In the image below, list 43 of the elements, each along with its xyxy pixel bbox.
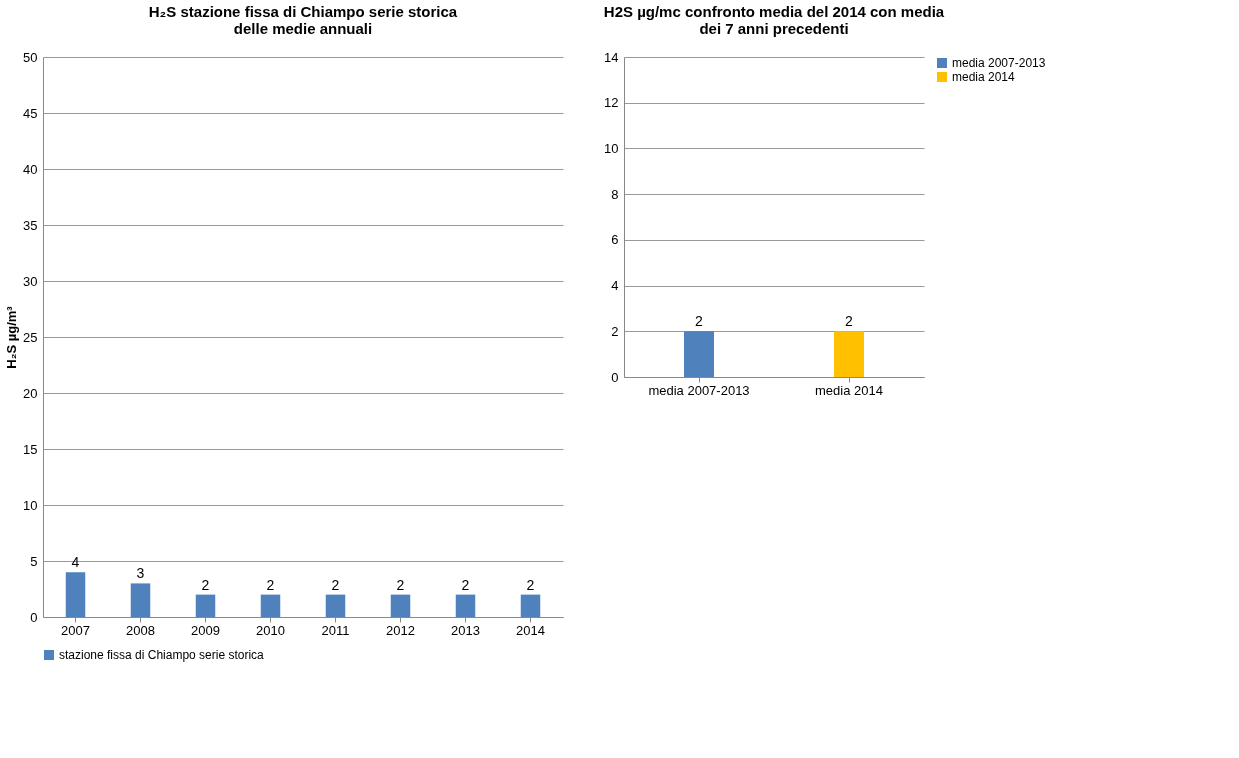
x-tick-label: 2010 — [256, 622, 285, 638]
y-tick-label: 0 — [30, 609, 38, 625]
x-tick-label: 2013 — [451, 622, 480, 638]
chart-title: H₂S stazione fissa di Chiampo serie storica delle medie annuali — [148, 3, 458, 37]
x-tick-label: 2007 — [61, 622, 90, 638]
data-label: 2 — [461, 576, 470, 593]
y-tick-label: 12 — [604, 95, 619, 111]
y-tick-label: 30 — [23, 273, 38, 289]
data-label: 4 — [71, 554, 80, 571]
y-tick-label: 40 — [23, 161, 38, 177]
y-tick-label: 35 — [23, 217, 38, 233]
legend-label: stazione fissa di Chiampo serie storica — [59, 648, 265, 662]
x-tick-label: 2011 — [321, 622, 350, 638]
y-tick-label: 2 — [611, 323, 619, 339]
data-label: 2 — [695, 313, 704, 330]
y-tick-label: 6 — [611, 232, 619, 248]
y-tick-label: 8 — [611, 186, 619, 202]
y-tick-label: 4 — [611, 278, 619, 294]
data-label: 2 — [526, 576, 535, 593]
y-tick-label: 50 — [23, 49, 38, 65]
y-tick-label: 14 — [604, 49, 619, 65]
x-tick-label: 2012 — [386, 622, 415, 638]
chart-title: H2S µg/mc confronto media del 2014 con media dei 7 anni precedenti — [603, 3, 945, 37]
y-tick-label: 20 — [23, 385, 38, 401]
data-label: 2 — [201, 576, 210, 593]
y-tick-label: 5 — [30, 553, 38, 569]
y-tick-label: 10 — [604, 140, 619, 156]
y-axis-title: H₂S µg/m³ — [4, 305, 20, 369]
y-tick-label: 45 — [23, 105, 38, 121]
x-tick-label: 2009 — [191, 622, 220, 638]
data-label: 2 — [396, 576, 405, 593]
data-label: 2 — [331, 576, 340, 593]
x-tick-label: 2014 — [516, 622, 545, 638]
y-tick-label: 25 — [23, 329, 38, 345]
y-tick-label: 15 — [23, 441, 38, 457]
x-tick-label: 2008 — [126, 622, 155, 638]
data-label: 3 — [136, 565, 145, 582]
legend-label: media 2014 — [952, 70, 1016, 84]
y-tick-label: 10 — [23, 497, 38, 513]
data-label: 2 — [845, 313, 854, 330]
legend-label: media 2007-2013 — [952, 56, 1046, 70]
y-tick-label: 0 — [611, 369, 619, 385]
data-label: 2 — [266, 576, 275, 593]
